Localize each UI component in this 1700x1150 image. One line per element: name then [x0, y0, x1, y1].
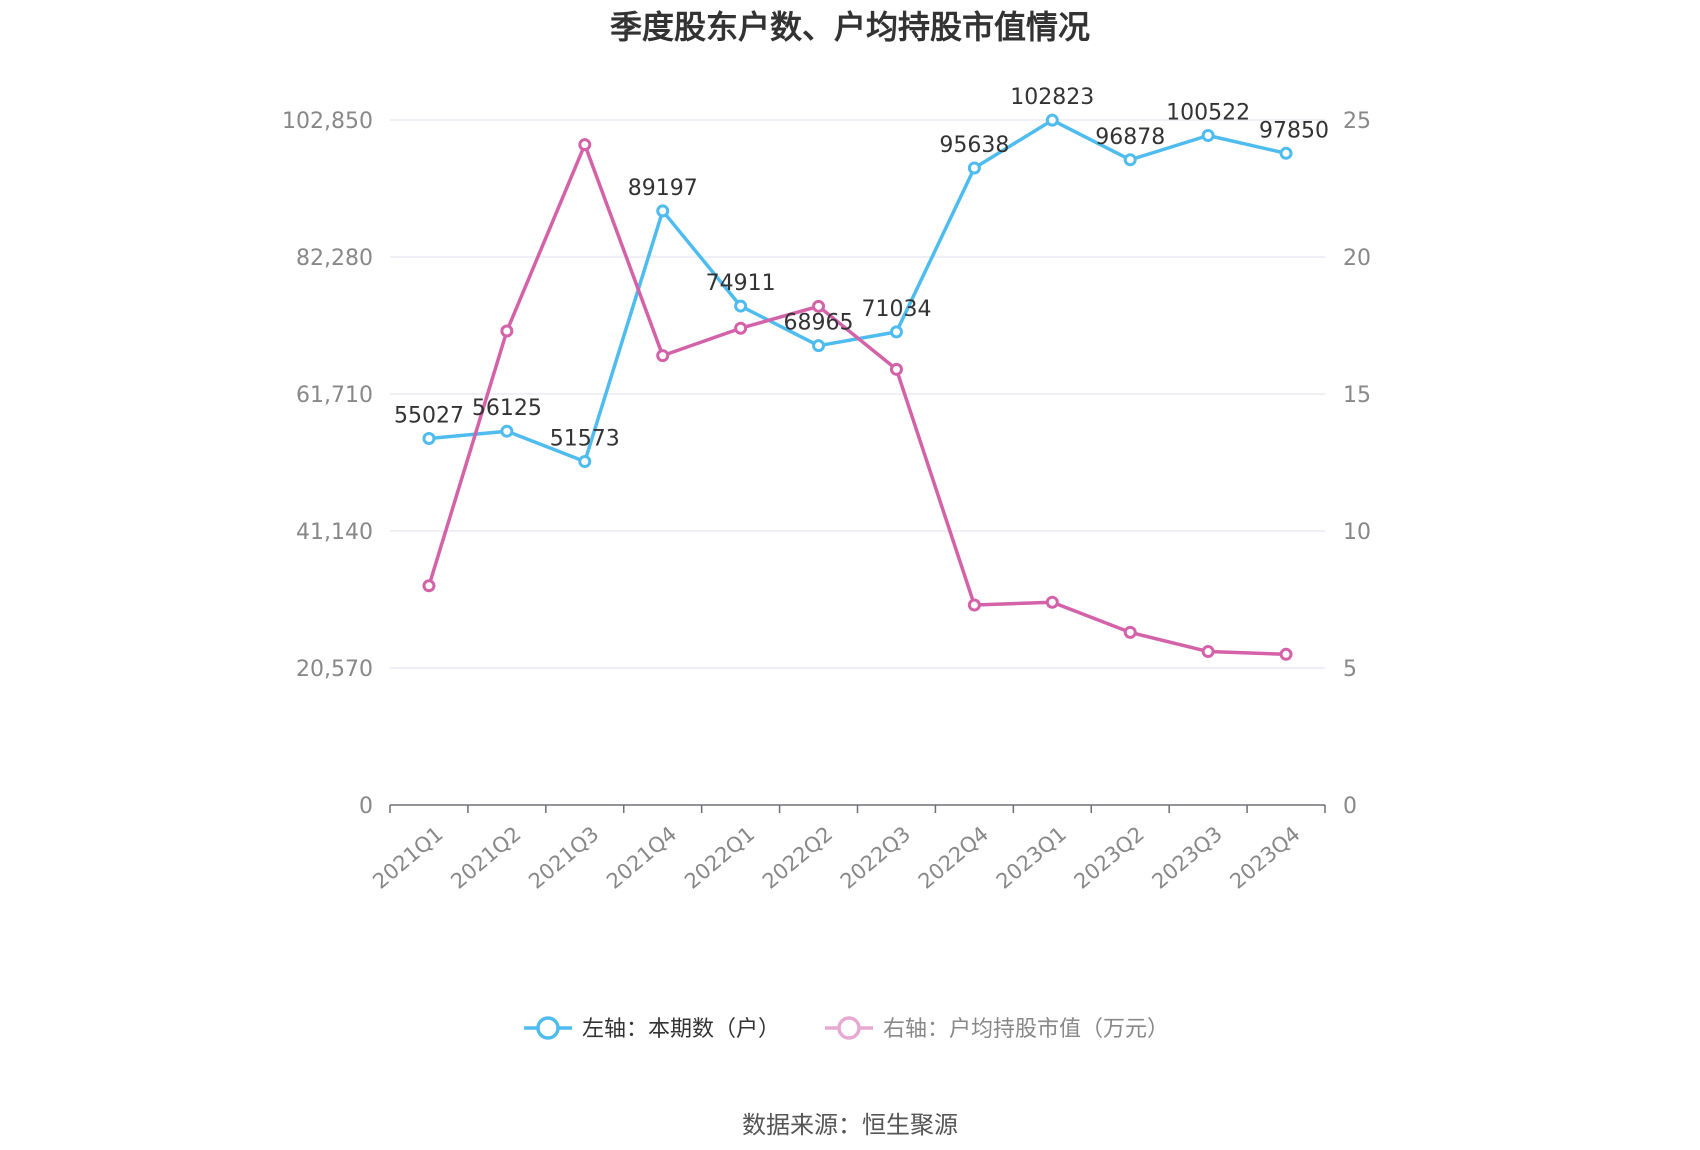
x-tick-label: 2021Q1: [368, 822, 447, 894]
legend-marker-value: [837, 1016, 861, 1040]
x-tick-label: 2022Q3: [836, 822, 915, 894]
data-point-households[interactable]: [967, 161, 981, 175]
data-point-value[interactable]: [1123, 625, 1137, 639]
x-tick-label: 2023Q4: [1225, 822, 1304, 894]
data-label: 56125: [472, 396, 542, 421]
data-point-households[interactable]: [500, 424, 514, 438]
data-point-value[interactable]: [967, 598, 981, 612]
x-tick-label: 2021Q3: [524, 822, 603, 894]
data-point-households[interactable]: [1045, 113, 1059, 127]
axes: 0 20,570 41,140 61,710 82,280 102,850 0 5 10 15 20…: [282, 109, 1371, 894]
x-tick-label: 2023Q2: [1070, 822, 1149, 894]
data-point-value[interactable]: [889, 362, 903, 376]
left-tick-label: 20,570: [296, 657, 373, 682]
left-tick-label: 41,140: [296, 520, 373, 545]
data-point-value[interactable]: [1201, 645, 1215, 659]
right-tick-label: 20: [1343, 246, 1371, 271]
legend-item-households[interactable]: 左轴：本期数（户）: [524, 1016, 780, 1042]
data-label: 55027: [394, 404, 464, 429]
data-label: 95638: [939, 133, 1009, 158]
data-point-households[interactable]: [889, 325, 903, 339]
data-label: 97850: [1259, 118, 1329, 143]
x-tick-label: 2021Q2: [446, 822, 525, 894]
x-tick-label: 2021Q4: [602, 822, 681, 894]
data-point-value[interactable]: [812, 299, 826, 313]
series-layer: [422, 113, 1293, 661]
data-label: 71034: [861, 297, 931, 322]
right-tick-label: 15: [1343, 383, 1371, 408]
left-tick-label: 61,710: [296, 383, 373, 408]
x-tick-label: 2023Q1: [992, 822, 1071, 894]
data-point-value[interactable]: [500, 324, 514, 338]
legend-item-value[interactable]: 右轴：户均持股市值（万元）: [825, 1016, 1169, 1042]
legend: 左轴：本期数（户） 右轴：户均持股市值（万元）: [524, 1016, 1169, 1042]
data-label: 51573: [550, 427, 620, 452]
legend-label-value: 右轴：户均持股市值（万元）: [883, 1017, 1169, 1042]
right-tick-label: 5: [1343, 657, 1357, 682]
data-label: 96878: [1095, 125, 1165, 150]
data-point-value[interactable]: [422, 579, 436, 593]
left-tick-label: 0: [359, 794, 373, 819]
legend-marker-households: [536, 1016, 560, 1040]
data-label: 89197: [628, 176, 698, 201]
series-line-value: [427, 142, 1287, 657]
data-point-value[interactable]: [734, 321, 748, 335]
x-tick-label: 2022Q1: [680, 822, 759, 894]
data-point-value[interactable]: [578, 138, 592, 152]
data-point-value[interactable]: [1045, 595, 1059, 609]
data-label: 68965: [784, 311, 854, 336]
data-point-households[interactable]: [578, 455, 592, 469]
data-point-households[interactable]: [656, 204, 670, 218]
right-tick-label: 0: [1343, 794, 1357, 819]
data-label: 100522: [1166, 101, 1250, 126]
data-labels: 55027 56125 51573 89197 74911 68965 71034 95638…: [394, 85, 1329, 451]
series-line-households: [428, 118, 1287, 464]
x-tick-label: 2022Q4: [914, 822, 993, 894]
x-tick-label: 2023Q3: [1148, 822, 1227, 894]
data-point-households[interactable]: [422, 432, 436, 446]
source-note: 数据来源：恒生聚源: [742, 1111, 958, 1139]
data-label: 102823: [1010, 85, 1094, 110]
data-point-value[interactable]: [1279, 647, 1293, 661]
data-point-value[interactable]: [656, 349, 670, 363]
data-point-households[interactable]: [1279, 146, 1293, 160]
x-tick-label: 2022Q2: [758, 822, 837, 894]
right-tick-label: 10: [1343, 520, 1371, 545]
grid: [390, 119, 1325, 669]
chart-title: 季度股东户数、户均持股市值情况: [610, 8, 1090, 46]
data-point-households[interactable]: [1123, 153, 1137, 167]
right-tick-label: 25: [1343, 109, 1371, 134]
left-tick-label: 102,850: [282, 109, 373, 134]
data-point-households[interactable]: [1201, 129, 1215, 143]
data-label: 74911: [706, 271, 776, 296]
data-point-households[interactable]: [734, 299, 748, 313]
left-tick-label: 82,280: [296, 246, 373, 271]
data-point-households[interactable]: [812, 339, 826, 353]
legend-label-households: 左轴：本期数（户）: [582, 1017, 780, 1042]
